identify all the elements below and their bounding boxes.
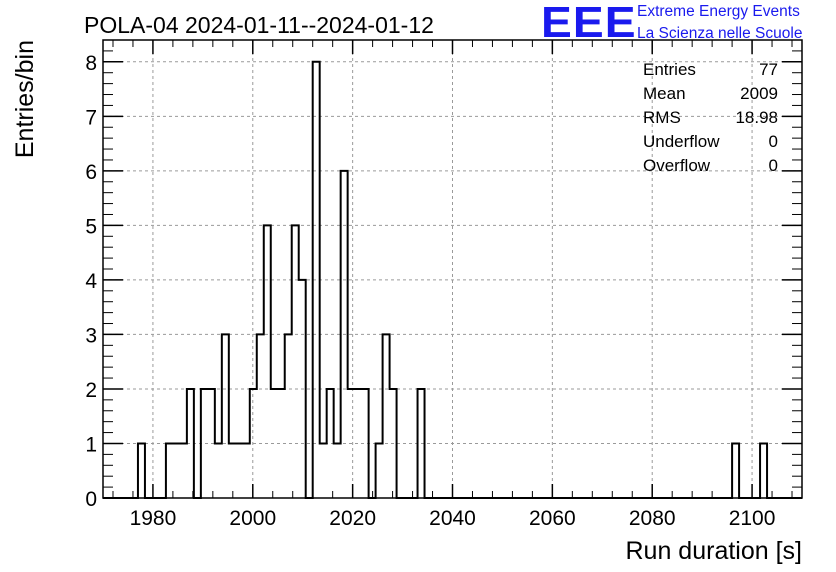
logo-line-2: La Scienza nelle Scuole — [637, 25, 803, 42]
y-tick-label: 1 — [85, 433, 97, 456]
x-tick-label: 1980 — [130, 507, 177, 530]
y-tick-label: 8 — [85, 52, 97, 75]
stats-label: Underflow — [643, 132, 720, 151]
x-tick-label: 2060 — [529, 507, 576, 530]
y-tick-label: 3 — [85, 324, 97, 347]
x-tick-label: 2000 — [229, 507, 276, 530]
y-axis-label: Entries/bin — [11, 40, 39, 158]
stats-row: Overflow 0 — [643, 157, 778, 177]
stats-row: Entries 77 — [643, 61, 778, 81]
axis-ticks — [103, 40, 802, 499]
chart-title: POLA-04 2024-01-11--2024-01-12 — [84, 12, 434, 38]
stats-label: Overflow — [643, 156, 711, 175]
stats-value: 18.98 — [735, 108, 778, 127]
stats-label: RMS — [643, 108, 681, 127]
stats-row: Mean 2009 — [643, 85, 778, 105]
stats-value: 0 — [768, 156, 778, 175]
y-tick-label: 2 — [85, 379, 97, 402]
x-tick-label: 2040 — [429, 507, 476, 530]
logo-line-1: Extreme Energy Events — [637, 3, 800, 20]
stats-value: 77 — [759, 60, 778, 79]
stats-row: Underflow 0 — [643, 133, 778, 153]
x-axis-label: Run duration [s] — [626, 537, 803, 565]
eee-logo: EEE — [541, 0, 637, 47]
stats-label: Entries — [643, 60, 696, 79]
stats-row: RMS 18.98 — [643, 109, 778, 129]
x-tick-label: 2080 — [629, 507, 676, 530]
y-tick-label: 6 — [85, 161, 97, 184]
tick-labels: 1980 2000 2020 2040 2060 2080 2100 0 1 2 3 4 5 6 7 8 — [85, 52, 775, 530]
y-tick-label: 4 — [85, 270, 97, 293]
stats-value: 0 — [768, 132, 778, 151]
y-tick-label: 0 — [85, 488, 97, 511]
x-tick-label: 2100 — [729, 507, 776, 530]
y-tick-label: 7 — [85, 106, 97, 129]
stats-label: Mean — [643, 84, 686, 103]
grid-lines — [103, 40, 802, 498]
stats-value: 2009 — [740, 84, 778, 103]
x-tick-label: 2020 — [329, 507, 376, 530]
y-tick-label: 5 — [85, 215, 97, 238]
